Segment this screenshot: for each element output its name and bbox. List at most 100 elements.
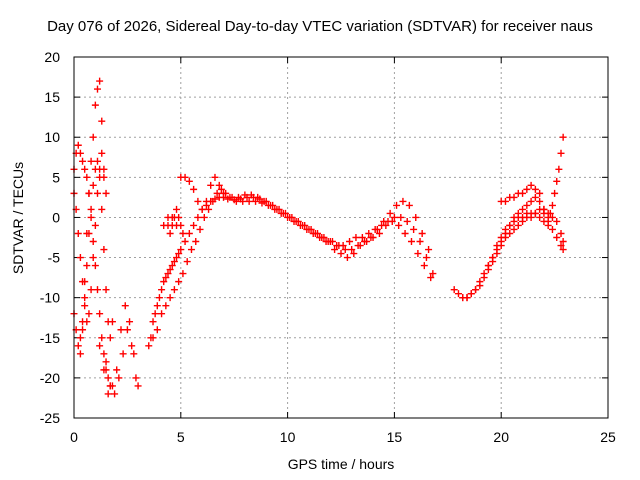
data-point bbox=[87, 286, 95, 294]
data-point bbox=[166, 294, 174, 302]
data-points bbox=[70, 77, 567, 398]
data-point bbox=[303, 225, 311, 233]
data-point bbox=[480, 274, 488, 282]
data-point bbox=[104, 374, 112, 382]
data-point bbox=[76, 350, 84, 358]
data-point bbox=[393, 201, 401, 209]
x-tick-label: 10 bbox=[280, 429, 296, 445]
data-point bbox=[91, 262, 99, 270]
data-point bbox=[121, 302, 129, 310]
data-point bbox=[177, 246, 185, 254]
data-point bbox=[76, 149, 84, 157]
data-point bbox=[420, 262, 428, 270]
data-point bbox=[198, 205, 206, 213]
series-track-n bbox=[497, 181, 552, 225]
data-point bbox=[76, 254, 84, 262]
data-point bbox=[79, 326, 87, 334]
data-point bbox=[170, 286, 178, 294]
data-point bbox=[89, 181, 97, 189]
data-point bbox=[360, 238, 368, 246]
data-point bbox=[290, 217, 298, 225]
data-point bbox=[450, 286, 458, 294]
data-point bbox=[102, 189, 110, 197]
data-point bbox=[519, 189, 527, 197]
data-point bbox=[181, 173, 189, 181]
data-point bbox=[179, 229, 187, 237]
data-point bbox=[168, 262, 176, 270]
data-point bbox=[343, 254, 351, 262]
data-point bbox=[536, 213, 544, 221]
data-point bbox=[390, 213, 398, 221]
data-point bbox=[553, 217, 561, 225]
data-point bbox=[190, 185, 198, 193]
data-point bbox=[98, 117, 106, 125]
data-point bbox=[83, 173, 91, 181]
data-point bbox=[264, 201, 272, 209]
data-point bbox=[100, 165, 108, 173]
data-point bbox=[158, 310, 166, 318]
data-point bbox=[79, 157, 87, 165]
data-point bbox=[164, 270, 172, 278]
data-point bbox=[328, 238, 336, 246]
x-axis-label: GPS time / hours bbox=[287, 456, 395, 472]
data-point bbox=[179, 270, 187, 278]
data-point bbox=[187, 246, 195, 254]
data-point bbox=[531, 185, 539, 193]
data-point bbox=[87, 157, 95, 165]
data-point bbox=[83, 262, 91, 270]
series-track-l bbox=[459, 205, 567, 302]
data-point bbox=[546, 209, 554, 217]
data-point bbox=[173, 205, 181, 213]
data-point bbox=[454, 290, 462, 298]
data-point bbox=[484, 262, 492, 270]
data-point bbox=[126, 318, 134, 326]
x-tick-label: 0 bbox=[70, 429, 78, 445]
data-point bbox=[316, 234, 324, 241]
data-point bbox=[367, 234, 375, 241]
data-point bbox=[527, 213, 535, 221]
data-point bbox=[245, 197, 253, 205]
data-point bbox=[89, 238, 97, 246]
data-point bbox=[422, 254, 430, 262]
data-point bbox=[252, 197, 260, 205]
data-point bbox=[202, 197, 210, 205]
data-point bbox=[510, 213, 518, 221]
data-point bbox=[108, 318, 116, 326]
y-tick-label: 10 bbox=[44, 129, 60, 145]
data-point bbox=[412, 213, 420, 221]
data-point bbox=[553, 234, 561, 241]
data-point bbox=[335, 242, 343, 250]
y-tick-label: -10 bbox=[40, 290, 60, 306]
data-point bbox=[89, 254, 97, 262]
data-point bbox=[192, 238, 200, 246]
data-point bbox=[234, 193, 242, 201]
data-point bbox=[113, 366, 121, 374]
y-tick-label: 20 bbox=[44, 49, 60, 65]
data-point bbox=[79, 318, 87, 326]
data-point bbox=[76, 334, 84, 342]
y-tick-label: 5 bbox=[52, 169, 60, 185]
data-point bbox=[559, 133, 567, 141]
data-point bbox=[548, 225, 556, 233]
data-point bbox=[557, 229, 565, 237]
data-point bbox=[91, 165, 99, 173]
data-point bbox=[380, 217, 388, 225]
data-point bbox=[104, 390, 112, 398]
data-point bbox=[427, 274, 435, 282]
data-point bbox=[115, 374, 123, 382]
data-point bbox=[548, 201, 556, 209]
data-point bbox=[322, 238, 330, 246]
data-point bbox=[239, 197, 247, 205]
x-tick-label: 25 bbox=[600, 429, 616, 445]
data-point bbox=[93, 286, 101, 294]
series-track-i bbox=[160, 173, 433, 254]
data-point bbox=[79, 278, 87, 286]
data-point bbox=[348, 246, 356, 254]
data-point bbox=[175, 213, 183, 221]
series-track-h bbox=[149, 185, 435, 342]
data-point bbox=[177, 221, 185, 229]
data-point bbox=[98, 334, 106, 342]
data-point bbox=[514, 221, 522, 229]
data-point bbox=[510, 193, 518, 201]
